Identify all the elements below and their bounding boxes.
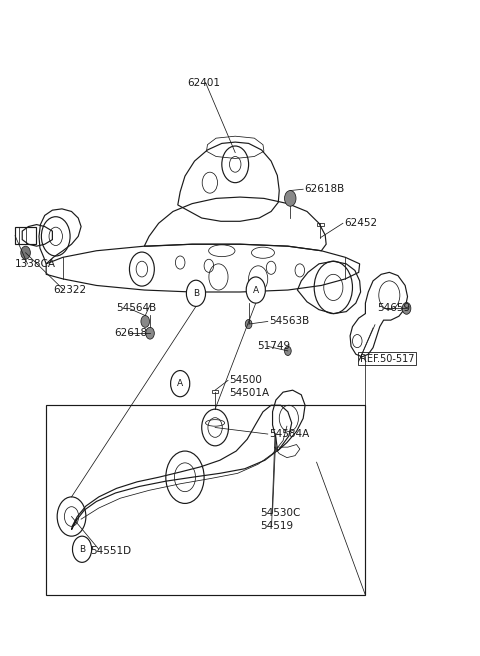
Text: 1338CA: 1338CA	[15, 259, 56, 269]
Circle shape	[246, 277, 265, 303]
Text: 62401: 62401	[187, 77, 220, 87]
Text: 54501A: 54501A	[229, 388, 270, 398]
Circle shape	[285, 346, 291, 356]
Circle shape	[170, 371, 190, 397]
Text: B: B	[193, 289, 199, 298]
Text: 54584A: 54584A	[270, 429, 310, 439]
Circle shape	[21, 246, 30, 259]
Text: B: B	[79, 544, 85, 554]
Circle shape	[285, 190, 296, 206]
Text: 54659: 54659	[377, 303, 410, 314]
Circle shape	[141, 316, 150, 327]
Circle shape	[245, 319, 252, 329]
Circle shape	[72, 536, 92, 562]
Text: 54500: 54500	[229, 375, 263, 385]
Circle shape	[146, 327, 155, 339]
Text: A: A	[177, 379, 183, 388]
Text: 51749: 51749	[257, 341, 290, 352]
Text: 54530C: 54530C	[260, 508, 300, 518]
Bar	[15, 227, 36, 244]
Bar	[46, 405, 365, 595]
Text: REF.50-517: REF.50-517	[360, 354, 414, 364]
Circle shape	[186, 280, 205, 306]
Circle shape	[402, 302, 411, 314]
Text: A: A	[253, 285, 259, 295]
Text: 62322: 62322	[53, 285, 86, 295]
Text: 54563B: 54563B	[270, 316, 310, 327]
Text: 62618B: 62618B	[305, 184, 345, 194]
Text: 62618: 62618	[115, 328, 148, 338]
Text: 54551D: 54551D	[91, 546, 132, 556]
Text: 62452: 62452	[344, 218, 377, 228]
Text: 54519: 54519	[260, 521, 293, 531]
Text: 54564B: 54564B	[117, 303, 157, 314]
